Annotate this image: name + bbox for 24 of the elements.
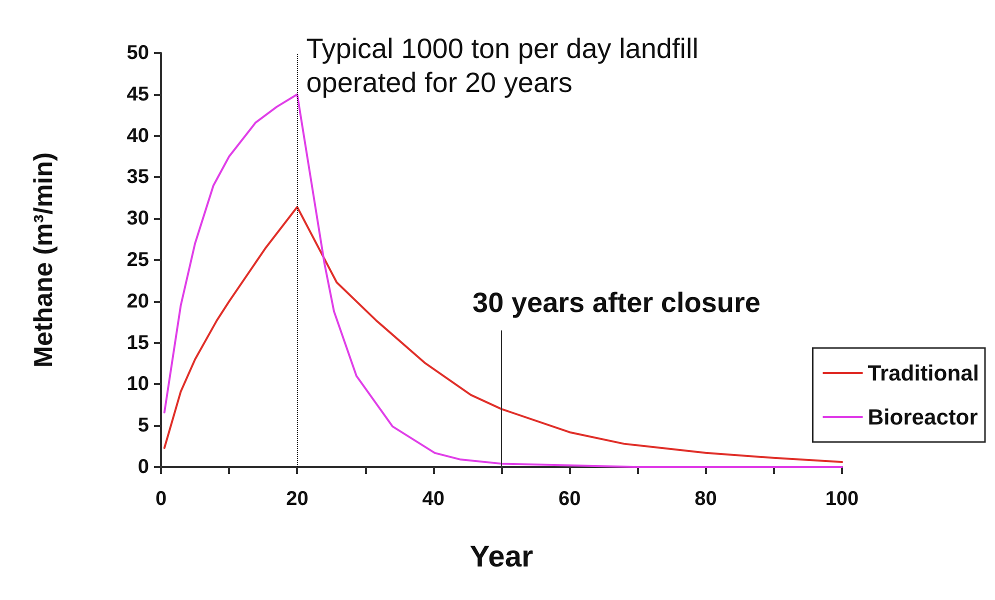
y-tick-label: 10: [126, 373, 149, 396]
x-axis-title: Year: [470, 540, 534, 574]
y-tick-label: 15: [126, 332, 149, 354]
y-tick-label: 20: [126, 290, 149, 312]
x-tick-label: 60: [558, 488, 581, 510]
y-tick-label: 25: [126, 249, 149, 271]
y-axis-title: Methane (m³/min): [28, 152, 58, 368]
y-tick-label: 45: [126, 83, 149, 106]
y-tick-label: 5: [138, 414, 149, 437]
ref-line-label: Typical 1000 ton per day landfill operated for 20 years: [306, 32, 706, 98]
x-tick-label: 40: [422, 488, 445, 510]
y-tick-label: 50: [126, 42, 149, 64]
y-tick-label: 0: [138, 456, 149, 478]
x-tick-label: 100: [825, 488, 859, 510]
x-tick-label: 80: [694, 488, 717, 510]
annotation: 30 years after closure: [472, 286, 760, 318]
x-tick-label: 0: [155, 488, 167, 510]
y-tick-label: 35: [126, 166, 149, 188]
legend-label: Bioreactor: [868, 404, 978, 430]
y-tick-label: 40: [126, 124, 149, 147]
x-tick-label: 20: [286, 488, 308, 510]
y-tick-label: 30: [126, 208, 149, 230]
line-series: [163, 206, 843, 464]
legend-label: Traditional: [868, 360, 980, 386]
